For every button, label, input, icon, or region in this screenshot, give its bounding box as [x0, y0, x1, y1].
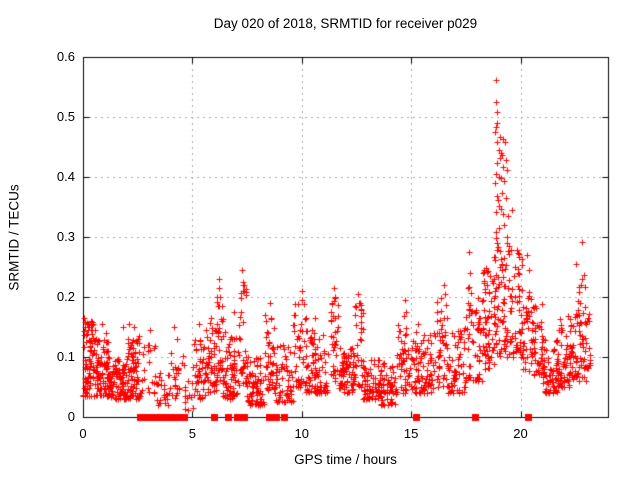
y-tick-label: 0.6	[56, 49, 75, 64]
y-tick-label: 0.4	[56, 169, 75, 184]
chart-title: Day 020 of 2018, SRMTID for receiver p02…	[213, 16, 478, 31]
x-axis-label: GPS time / hours	[294, 452, 397, 467]
x-tick-label: 20	[513, 426, 528, 441]
y-tick-label: 0	[67, 409, 75, 424]
x-tick-label: 0	[79, 426, 87, 441]
x-tick-label: 15	[403, 426, 419, 441]
y-tick-label: 0.3	[56, 229, 75, 244]
y-tick-label: 0.1	[56, 349, 75, 364]
x-tick-label: 5	[188, 426, 196, 441]
x-tick-label: 10	[294, 426, 309, 441]
y-tick-label: 0.2	[56, 289, 75, 304]
y-axis-label: SRMTID / TECUs	[6, 184, 22, 291]
y-tick-label: 0.5	[56, 109, 75, 124]
